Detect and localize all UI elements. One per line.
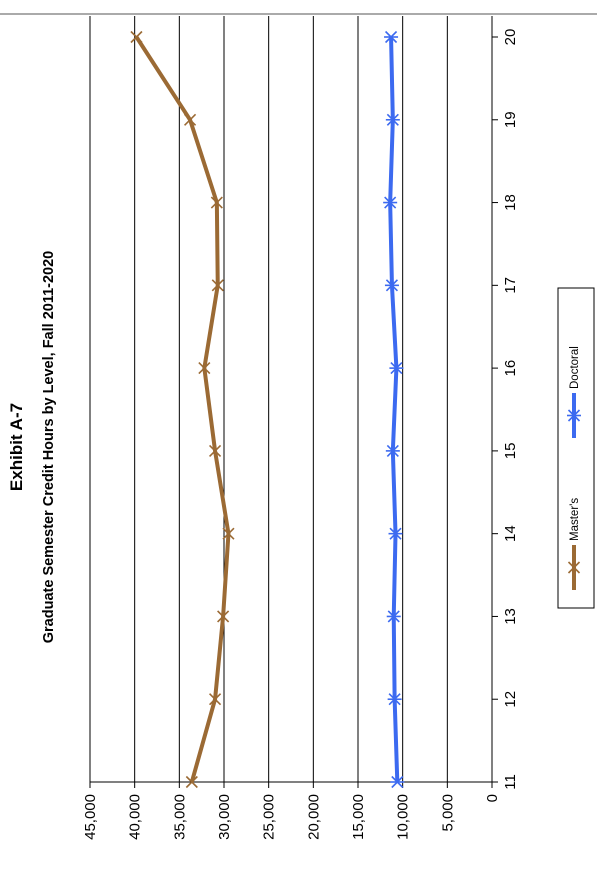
category-tick-label: 17: [502, 277, 519, 294]
value-tick-label: 10,000: [395, 794, 412, 840]
data-point-marker: [185, 775, 198, 789]
legend-label: Master's: [569, 498, 581, 541]
value-tick-label: 20,000: [305, 794, 322, 840]
data-point-marker: [388, 527, 403, 540]
data-point-marker: [183, 113, 197, 126]
legend-label: Doctoral: [569, 346, 581, 389]
data-point-marker: [209, 444, 222, 457]
value-tick-label: 15,000: [350, 794, 367, 840]
value-tick-label: 25,000: [261, 794, 278, 840]
category-tick-label: 15: [502, 443, 519, 460]
chart-title: Exhibit A-7: [7, 403, 26, 491]
data-point-marker: [209, 693, 222, 706]
value-tick-label: 30,000: [216, 794, 233, 840]
category-tick-label: 14: [502, 525, 519, 542]
data-point-marker: [222, 527, 235, 540]
value-tick-label: 35,000: [171, 794, 188, 840]
data-point-marker: [385, 113, 400, 126]
data-point-marker: [384, 279, 399, 292]
series-line: [388, 36, 400, 783]
chart-subtitle: Graduate Semester Credit Hours by Level,…: [41, 251, 57, 643]
data-point-marker: [383, 196, 398, 209]
value-tick-label: 40,000: [127, 794, 144, 840]
data-point-marker: [390, 775, 405, 789]
category-tick-label: 18: [502, 194, 519, 211]
category-tick-label: 12: [502, 691, 519, 708]
series-line: [134, 35, 231, 783]
data-point-marker: [387, 693, 402, 706]
data-point-marker: [385, 444, 400, 457]
data-point-marker: [211, 279, 224, 292]
data-point-marker: [217, 610, 230, 623]
category-tick-label: 13: [502, 608, 519, 625]
category-tick-label: 20: [502, 29, 519, 46]
data-point-marker: [567, 561, 581, 574]
value-tick-label: 0: [484, 794, 501, 802]
data-point-marker: [389, 362, 404, 375]
data-point-marker: [386, 610, 401, 623]
data-point-marker: [210, 196, 223, 209]
data-point-marker: [130, 30, 143, 44]
category-tick-label: 11: [502, 774, 519, 790]
category-tick-label: 16: [502, 360, 519, 377]
value-tick-label: 5,000: [439, 794, 456, 832]
value-tick-label: 45,000: [82, 794, 99, 840]
data-point-marker: [567, 409, 581, 422]
category-tick-label: 19: [502, 111, 519, 128]
data-point-marker: [198, 362, 211, 375]
data-point-marker: [384, 30, 399, 44]
